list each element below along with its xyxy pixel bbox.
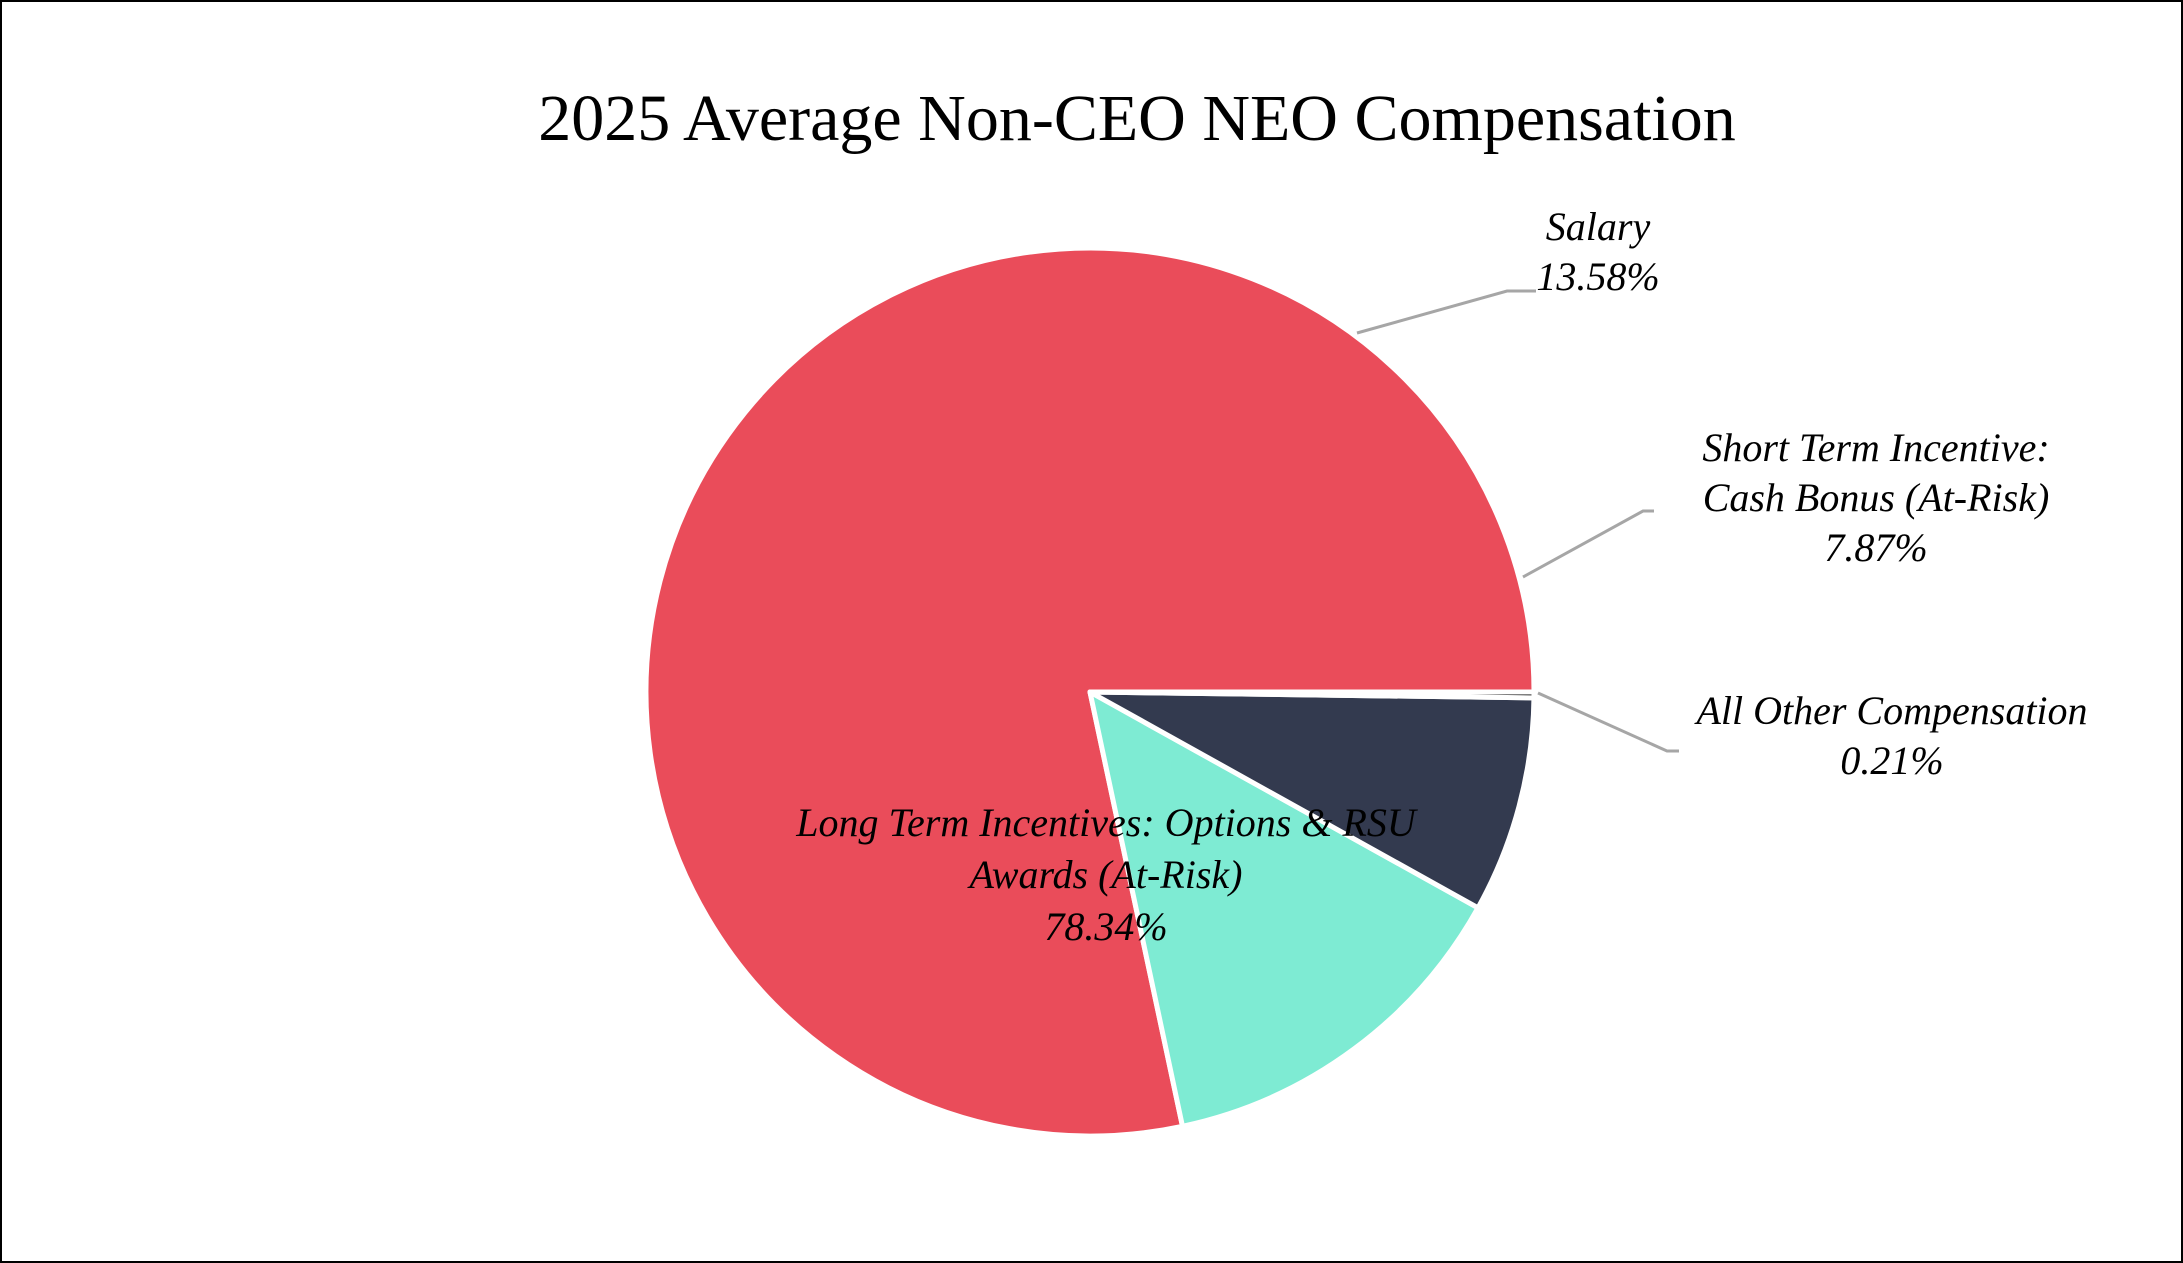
leader-lines	[1356, 289, 1679, 753]
slice-label-name-line: Salary	[1546, 204, 1651, 249]
slice-labels: Long Term Incentives: Options & RSU Award…	[795, 204, 2087, 949]
slice-label-3: Short Term Incentive: Cash Bonus (At-Risk…	[1702, 425, 2049, 570]
slice-label-name-line: Long Term Incentives: Options & RSU	[795, 800, 1419, 845]
slice-label-2: Salary 13.58%	[1536, 204, 1659, 299]
slice-label-value: 78.34%	[1044, 904, 1167, 949]
pie-slice-3	[1087, 689, 1537, 911]
slice-label-name-line: Cash Bonus (At-Risk)	[1703, 475, 2050, 520]
slice-label-4: All Other Compensation 0.21%	[1693, 688, 2087, 783]
pie-slice-4	[1087, 689, 1537, 701]
leader-line-4	[1537, 691, 1679, 753]
leader-line-2	[1356, 289, 1536, 335]
pie-slices	[643, 245, 1537, 1139]
slice-label-value: 0.21%	[1840, 738, 1943, 783]
slice-label-value: 7.87%	[1824, 525, 1927, 570]
pie-slice-2	[1087, 689, 1481, 1129]
leader-line-3	[1522, 509, 1654, 579]
chart-title: 2025 Average Non-CEO NEO Compensation	[538, 82, 1736, 155]
slice-label-1: Long Term Incentives: Options & RSU Award…	[795, 800, 1419, 949]
slice-label-name-line: Short Term Incentive:	[1702, 425, 2049, 470]
slice-label-name-line: All Other Compensation	[1693, 688, 2087, 733]
slice-label-value: 13.58%	[1536, 254, 1659, 299]
slice-label-name-line: Awards (At-Risk)	[967, 852, 1243, 897]
